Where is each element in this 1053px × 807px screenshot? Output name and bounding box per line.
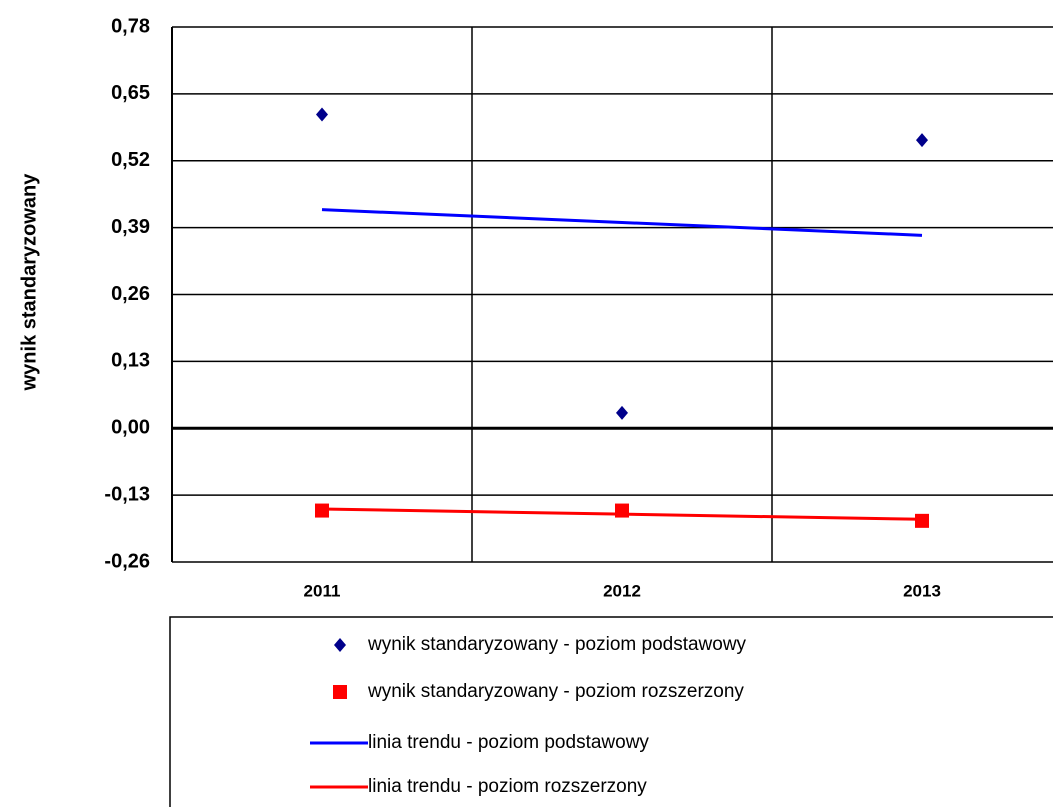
y-tick-label: 0,00 [111, 417, 150, 439]
y-tick-label: 0,65 [111, 82, 150, 104]
legend-swatch [333, 685, 347, 699]
y-tick-label: 0,52 [111, 149, 150, 171]
legend-swatch [334, 638, 346, 652]
x-tick-label: 2011 [304, 581, 341, 600]
marker [616, 405, 628, 420]
y-tick-label: 0,78 [111, 15, 150, 37]
y-tick-label: -0,13 [104, 483, 150, 505]
trend-line [321, 507, 923, 521]
trend-line [321, 208, 923, 237]
marker [315, 503, 329, 518]
marker [915, 513, 929, 528]
legend-label: linia trendu - poziom rozszerzony [368, 776, 647, 797]
x-tick-label: 2012 [603, 581, 641, 600]
x-tick-label: 2013 [903, 581, 941, 600]
legend-label: linia trendu - poziom podstawowy [368, 732, 649, 753]
y-tick-label: 0,26 [111, 283, 150, 305]
legend-box [169, 616, 1053, 807]
legend-label: wynik standaryzowany - poziom rozszerzon… [367, 681, 744, 702]
y-tick-label: 0,39 [111, 216, 150, 238]
legend-label: wynik standaryzowany - poziom podstawowy [367, 634, 747, 655]
y-tick-label: -0,26 [104, 550, 150, 572]
y-axis-title: wynik standaryzowany [18, 173, 40, 392]
y-tick-label: 0,13 [111, 350, 150, 372]
marker [316, 107, 328, 122]
marker [916, 133, 928, 148]
